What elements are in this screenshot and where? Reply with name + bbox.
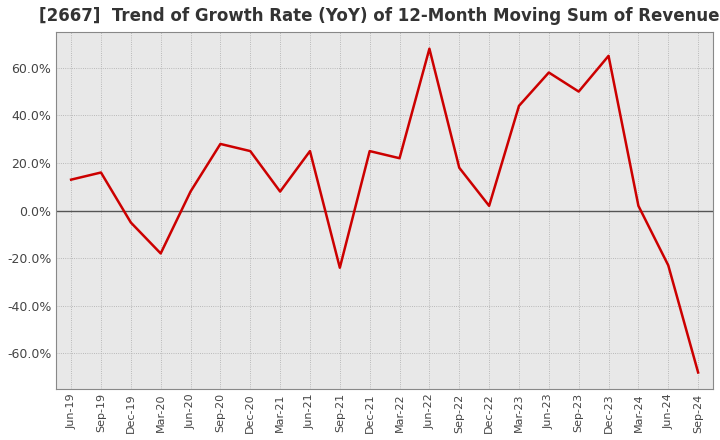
Title: [2667]  Trend of Growth Rate (YoY) of 12-Month Moving Sum of Revenues: [2667] Trend of Growth Rate (YoY) of 12-…: [40, 7, 720, 25]
